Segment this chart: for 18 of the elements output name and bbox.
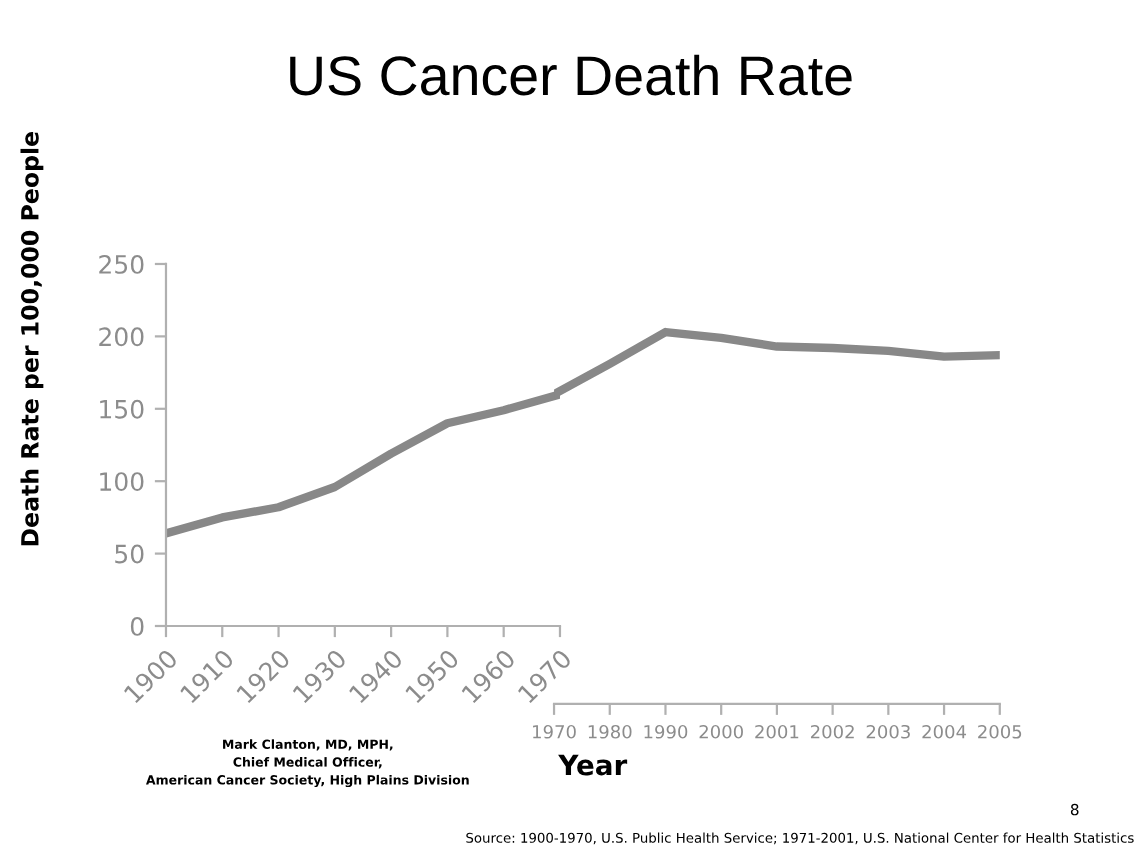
y-tick-label: 50 [115, 544, 144, 564]
y-tick-label: 150 [100, 399, 144, 419]
y-tick-label: 200 [99, 327, 144, 347]
chart-title: US Cancer Death Rate [290, 54, 852, 96]
x-tick-label: 1980 [588, 724, 632, 739]
x-tick-label: 2002 [810, 724, 854, 739]
y-tick-label: 100 [100, 472, 144, 492]
x-tick-label: 2004 [922, 724, 967, 739]
y-axis-title: Death Rate per 100,000 People [20, 132, 44, 546]
y-tick-label: 0 [130, 616, 144, 636]
x-tick-label: 1970 [533, 724, 576, 739]
x-tick-label: 1990 [644, 724, 688, 739]
x-axis-title: Year [558, 754, 628, 776]
x-tick-label: 2005 [978, 724, 1022, 739]
x-tick-label: 2003 [866, 724, 910, 739]
y-tick-label: 250 [99, 254, 144, 274]
x-tick-label: 2001 [755, 724, 799, 739]
x-tick-label: 2000 [699, 724, 743, 739]
